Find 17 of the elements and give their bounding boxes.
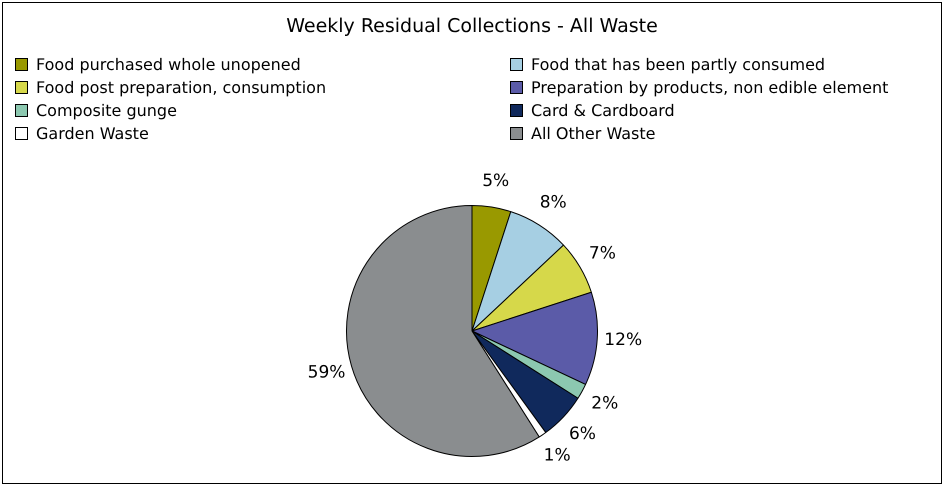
data-label: 2% — [591, 393, 618, 414]
legend-label: Food post preparation, consumption — [36, 78, 326, 97]
legend-label: All Other Waste — [531, 124, 656, 143]
data-label: 8% — [540, 192, 567, 213]
chart-title: Weekly Residual Collections - All Waste — [285, 15, 659, 37]
legend-label: Card & Cardboard — [531, 101, 675, 120]
data-label: 12% — [604, 330, 642, 350]
data-label: 1% — [544, 446, 571, 466]
data-label: 59% — [308, 362, 346, 383]
legend-label: Preparation by products, non edible element — [531, 78, 888, 97]
data-label: 7% — [588, 243, 616, 264]
legend-label: Food purchased whole unopened — [36, 55, 301, 74]
legend-label: Food that has been partly consumed — [531, 55, 826, 74]
data-label: 6% — [568, 424, 596, 444]
legend-label: Garden Waste — [36, 124, 149, 143]
data-label: 5% — [482, 170, 510, 191]
legend-label: Composite gunge — [36, 101, 177, 120]
